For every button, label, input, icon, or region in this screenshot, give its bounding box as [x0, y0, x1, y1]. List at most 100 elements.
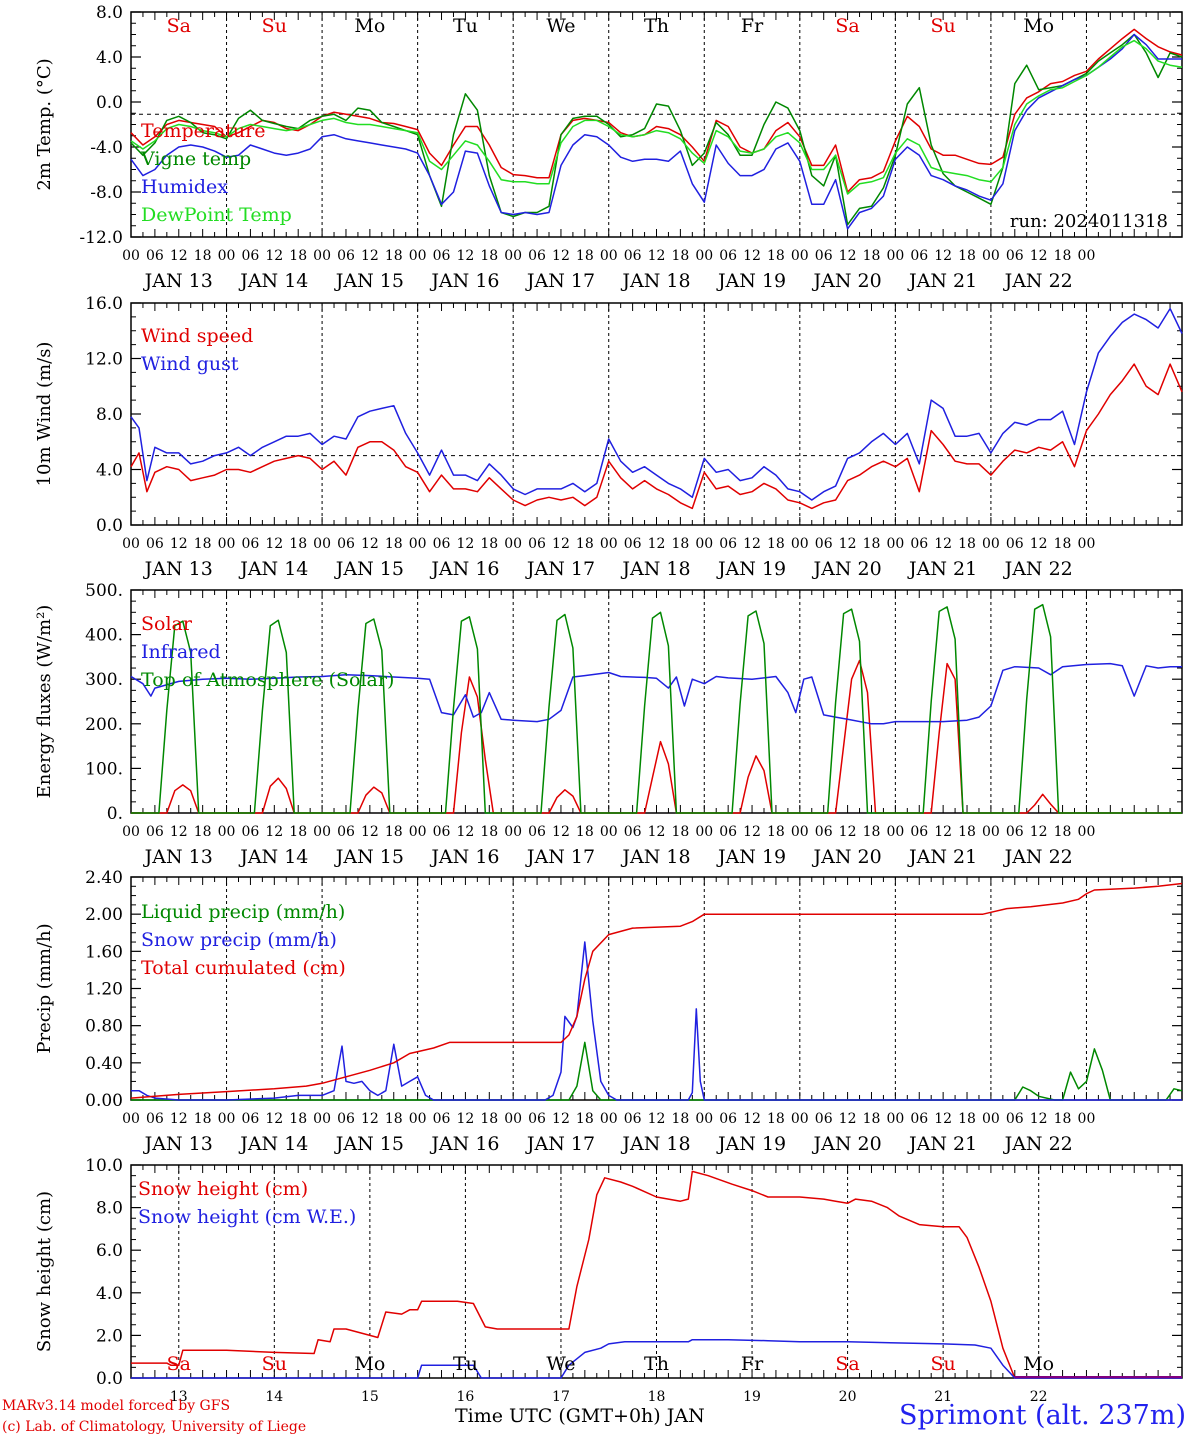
- panel3-hour-label: 12: [648, 824, 666, 840]
- panel3-hour-label: 06: [337, 824, 355, 840]
- panel3-y-tick-label: 0.: [107, 804, 123, 824]
- panel4-legend-entry: Total cumulated (cm): [141, 957, 346, 979]
- panel4-hour-label: 00: [886, 1111, 904, 1127]
- panel3-hour-label: 18: [480, 824, 498, 840]
- panel3-hour-label: 06: [719, 824, 737, 840]
- panel1-hour-label: 12: [170, 248, 188, 264]
- panel1-hour-label: 18: [194, 248, 212, 264]
- panel1-date-label: JAN 21: [907, 270, 977, 292]
- panel1-hour-label: 18: [289, 248, 307, 264]
- panel2-hour-label: 00: [504, 536, 522, 552]
- bottom-day-label: 15: [361, 1389, 379, 1405]
- panel4-date-label: JAN 14: [238, 1133, 308, 1155]
- panel2-hour-label: 12: [839, 536, 857, 552]
- panel1-hour-label: 12: [934, 248, 952, 264]
- panel3-hour-label: 18: [576, 824, 594, 840]
- panel1-hour-label: 00: [504, 248, 522, 264]
- panel3-hour-label: 06: [528, 824, 546, 840]
- panel1-hour-label: 18: [480, 248, 498, 264]
- panel4-series-liquid-precip-mm-h-: [131, 1041, 1183, 1101]
- panel4-hour-label: 18: [863, 1111, 881, 1127]
- panel3-date-label: JAN 17: [525, 846, 595, 868]
- panel4-y-tick-label: 2.40: [85, 868, 123, 888]
- panel3-hour-label: 06: [433, 824, 451, 840]
- panel4-date-label: JAN 21: [907, 1133, 977, 1155]
- panel4-y-tick-label: 1.20: [85, 980, 123, 1000]
- panel1-legend-entry: DewPoint Temp: [141, 204, 292, 226]
- panel2-y-tick-label: 0.0: [96, 516, 123, 536]
- panel1-hour-label: 06: [433, 248, 451, 264]
- panel3-hour-label: 00: [791, 824, 809, 840]
- panel5-y-axis-title: Snow height (cm): [34, 1191, 55, 1352]
- panel1-hour-label: 00: [600, 248, 618, 264]
- panel4-hour-label: 00: [218, 1111, 236, 1127]
- panel1-hour-label: 12: [648, 248, 666, 264]
- panel3-date-label: JAN 22: [1003, 846, 1073, 868]
- panel3-hour-label: 18: [385, 824, 403, 840]
- panel1-hour-label: 06: [815, 248, 833, 264]
- panel2-hour-label: 00: [218, 536, 236, 552]
- panel3-y-tick-label: 500.: [85, 581, 123, 601]
- panel3-hour-label: 00: [886, 824, 904, 840]
- panel1-hour-label: 00: [122, 248, 140, 264]
- panel4-hour-label: 06: [719, 1111, 737, 1127]
- panel2-hour-label: 12: [170, 536, 188, 552]
- panel2-hour-label: 12: [361, 536, 379, 552]
- panel2-hour-label: 06: [1006, 536, 1024, 552]
- panel2-hour-label: 06: [719, 536, 737, 552]
- panel1-date-label: JAN 18: [620, 270, 690, 292]
- panel1-hour-label: 00: [1078, 248, 1096, 264]
- panel2-date-label: JAN 14: [238, 558, 308, 580]
- panel3-hour-label: 06: [242, 824, 260, 840]
- panel1-hour-label: 06: [624, 248, 642, 264]
- panel1-y-tick-label: 0.0: [96, 93, 123, 113]
- panel5-weekday-label: Fr: [741, 1353, 764, 1375]
- panel4-date-label: JAN 17: [525, 1133, 595, 1155]
- panel3-legend-entry: Solar: [141, 613, 193, 635]
- panel2-hour-label: 06: [146, 536, 164, 552]
- panel1-hour-label: 06: [337, 248, 355, 264]
- panel2-date-label: JAN 16: [429, 558, 499, 580]
- panel5-weekday-label: Su: [931, 1353, 956, 1375]
- panel1-series-humidex: [130, 33, 1182, 230]
- panel2-hour-label: 18: [576, 536, 594, 552]
- panel3-hour-label: 18: [194, 824, 212, 840]
- panel3-hour-label: 12: [170, 824, 188, 840]
- panel3-hour-label: 00: [600, 824, 618, 840]
- panel1-date-label: JAN 14: [238, 270, 308, 292]
- panel1-hour-label: 18: [1054, 248, 1072, 264]
- panel3-y-tick-label: 200.: [85, 715, 123, 735]
- panel4-date-label: JAN 22: [1003, 1133, 1073, 1155]
- bottom-day-label: 14: [265, 1389, 283, 1405]
- panel4-hour-label: 12: [170, 1111, 188, 1127]
- panel1-legend-entry: Temperature: [141, 120, 265, 142]
- panel2-hour-label: 12: [1030, 536, 1048, 552]
- panel3-date-label: JAN 20: [811, 846, 881, 868]
- panel4-hour-label: 18: [576, 1111, 594, 1127]
- panel2-date-label: JAN 22: [1003, 558, 1073, 580]
- panel4-hour-label: 18: [958, 1111, 976, 1127]
- panel4-series-snow-precip-mm-h-: [131, 941, 1182, 1101]
- panel1-weekday-label: Tu: [453, 15, 478, 37]
- panel3-hour-label: 12: [743, 824, 761, 840]
- panel1-y-tick-label: -12.0: [79, 228, 123, 248]
- panel1-hour-label: 00: [313, 248, 331, 264]
- panel4-hour-label: 12: [265, 1111, 283, 1127]
- panel4-hour-label: 06: [624, 1111, 642, 1127]
- panel2-hour-label: 18: [958, 536, 976, 552]
- panel5-weekday-label: Mo: [1023, 1353, 1054, 1375]
- bottom-day-label: 16: [456, 1389, 474, 1405]
- panel2-hour-label: 12: [934, 536, 952, 552]
- panel2-hour-label: 06: [624, 536, 642, 552]
- bottom-day-label: 17: [552, 1389, 570, 1405]
- panel4-hour-label: 06: [815, 1111, 833, 1127]
- panel2-hour-label: 12: [265, 536, 283, 552]
- x-axis-label: Time UTC (GMT+0h) JAN: [455, 1405, 705, 1427]
- bottom-day-label: 19: [743, 1389, 761, 1405]
- panel2-y-tick-label: 16.0: [85, 294, 123, 314]
- panel1-y-tick-label: 8.0: [96, 3, 123, 23]
- panel2-date-label: JAN 17: [525, 558, 595, 580]
- panel3-date-label: JAN 18: [620, 846, 690, 868]
- panel3-legend-entry: Top of Atmosphere (Solar): [141, 669, 394, 691]
- panel2-hour-label: 00: [982, 536, 1000, 552]
